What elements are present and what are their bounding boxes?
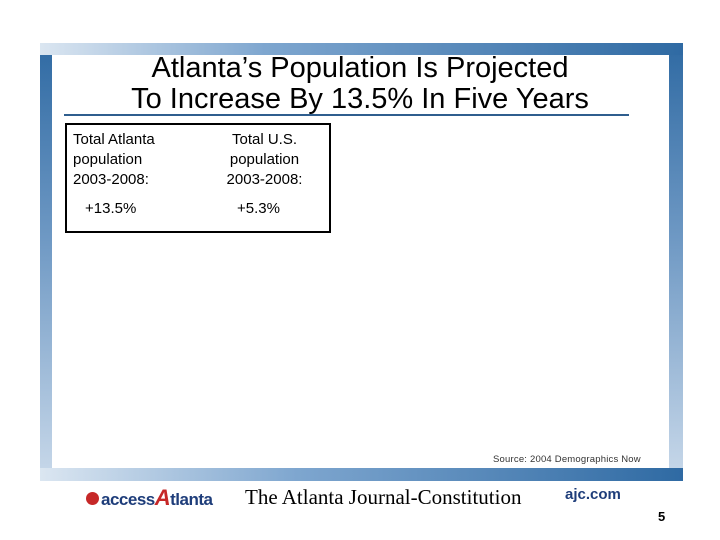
- atlanta-label-line1: Total Atlanta: [73, 131, 155, 148]
- atlanta-label-line2: population: [73, 151, 143, 168]
- title-underline: [64, 114, 629, 116]
- slide-panel: [52, 55, 669, 468]
- access-suffix: tlanta: [170, 490, 213, 509]
- slide-frame-bottom-bar: [40, 468, 683, 481]
- slide-title-line1: Atlanta’s Population Is Projected: [151, 52, 569, 84]
- us-label-line1: Total U.S.: [231, 131, 298, 148]
- atlanta-label-line3: 2003-2008:: [73, 171, 149, 188]
- slide-frame-top-bar: [40, 43, 683, 55]
- us-stat-label: Total U.S. population 2003-2008:: [217, 130, 312, 190]
- atlanta-stat-value: +13.5%: [85, 200, 137, 217]
- stats-box: Total Atlanta population 2003-2008: Tota…: [65, 123, 331, 233]
- ajc-badge-icon: [86, 491, 99, 505]
- access-atlanta-logo: accessAtlanta: [86, 485, 213, 511]
- us-label-line3: 2003-2008:: [226, 171, 303, 188]
- access-letter: A: [154, 485, 171, 510]
- source-note: Source: 2004 Demographics Now: [493, 454, 641, 465]
- access-prefix: access: [101, 490, 155, 509]
- slide-title-line2: To Increase By 13.5% In Five Years: [131, 83, 589, 115]
- access-atlanta-wordmark: accessAtlanta: [101, 485, 213, 511]
- us-stat-value: +5.3%: [237, 200, 280, 217]
- ajc-site-logo: ajc.com: [565, 486, 621, 503]
- newspaper-logo: The Atlanta Journal-Constitution: [245, 485, 522, 509]
- atlanta-stat-label: Total Atlanta population 2003-2008:: [73, 130, 198, 190]
- us-label-line2: population: [229, 151, 300, 168]
- page-number: 5: [658, 509, 666, 524]
- slide-title: Atlanta’s Population Is Projected To Inc…: [60, 53, 660, 115]
